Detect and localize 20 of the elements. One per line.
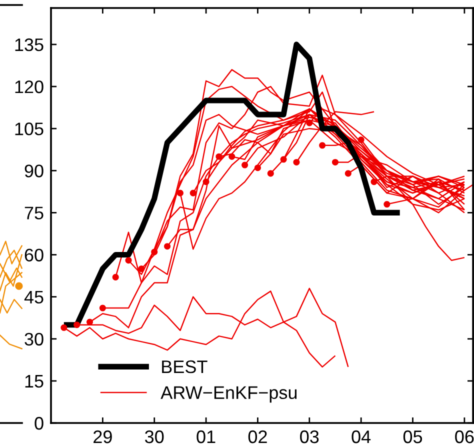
y-tick-label: 60	[24, 248, 44, 262]
x-tick-label: 29	[94, 430, 112, 444]
x-tick-label: 04	[352, 430, 371, 444]
y-tick-label: 120	[15, 80, 44, 94]
y-tick-label: 30	[24, 332, 44, 346]
legend-label: BEST	[162, 360, 208, 374]
x-tick-label: 06	[455, 430, 474, 444]
y-tick-label: 90	[24, 164, 44, 178]
y-tick-label: 105	[15, 122, 44, 136]
x-tick-label: 30	[145, 430, 164, 444]
x-tick-label: 01	[196, 430, 216, 444]
y-tick-label: 75	[24, 206, 44, 220]
x-tick-label: 05	[403, 430, 422, 444]
y-tick-label: 15	[25, 375, 44, 388]
y-tick-label: 135	[15, 38, 44, 52]
y-tick-label: 0	[34, 416, 44, 430]
legend-label: ARW−EnKF−psu	[160, 386, 297, 403]
y-tick-label: 45	[24, 290, 44, 304]
x-tick-label: 03	[300, 430, 319, 444]
x-tick-label: 02	[248, 430, 267, 444]
